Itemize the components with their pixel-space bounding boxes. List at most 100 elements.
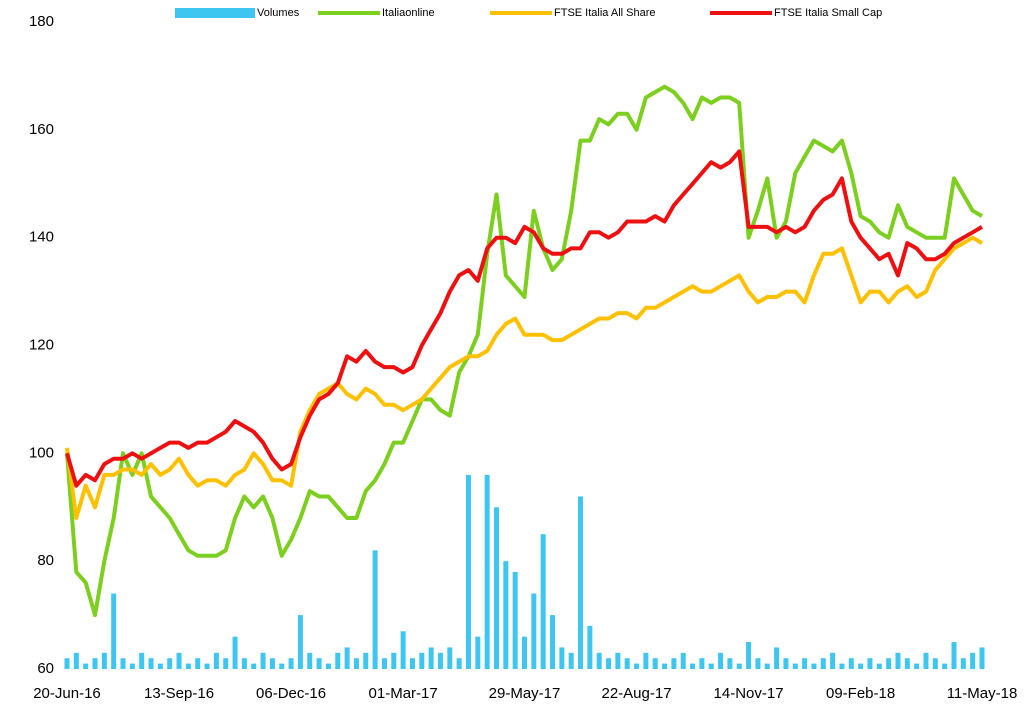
legend-swatch	[175, 8, 255, 18]
volume-bar	[792, 663, 798, 669]
volume-bar	[447, 647, 453, 669]
volume-bar	[830, 652, 836, 669]
volume-bar	[876, 663, 882, 669]
volume-bar	[802, 658, 808, 669]
volume-bar	[559, 647, 565, 669]
y-tick-label: 80	[37, 552, 54, 569]
volume-bar	[428, 647, 434, 669]
volume-bar	[335, 652, 341, 669]
volume-bar	[269, 658, 275, 669]
volume-bar	[297, 615, 303, 669]
x-tick-label: 11-May-18	[947, 685, 1018, 702]
volume-bar	[746, 642, 752, 669]
volume-bar	[895, 652, 901, 669]
volume-bar	[820, 658, 826, 669]
volume-bar	[325, 663, 331, 669]
volume-bar	[839, 663, 845, 669]
volume-bar	[120, 658, 126, 669]
y-tick-label: 120	[29, 336, 54, 353]
volume-bar	[475, 636, 481, 669]
volume-bar	[942, 663, 948, 669]
volume-bar	[932, 658, 938, 669]
volume-bar	[652, 658, 658, 669]
volume-bar	[148, 658, 154, 669]
volume-bar	[223, 658, 229, 669]
volume-bar	[671, 658, 677, 669]
y-tick-label: 180	[29, 13, 54, 30]
volume-bar	[979, 647, 985, 669]
y-tick-label: 140	[29, 229, 54, 246]
volume-bar	[101, 652, 107, 669]
volume-bar	[522, 636, 527, 669]
volume-bar	[662, 663, 668, 669]
volume-bar	[251, 663, 257, 669]
volume-bar	[914, 663, 920, 669]
y-tick-label: 160	[29, 121, 54, 138]
volume-bar	[176, 652, 182, 669]
volume-bar	[624, 658, 630, 669]
volume-bar	[764, 663, 770, 669]
volume-bar	[970, 652, 976, 669]
volume-bar	[344, 647, 350, 669]
volume-bar	[960, 658, 966, 669]
volume-bar	[503, 561, 509, 669]
x-tick-label: 13-Sep-16	[144, 685, 214, 702]
volume-bar	[64, 658, 70, 669]
volume-bar	[129, 663, 135, 669]
volume-bar	[353, 658, 359, 669]
volume-bar	[718, 652, 724, 669]
legend-label: FTSE Italia All Share	[554, 7, 656, 19]
volume-bar	[568, 652, 574, 669]
volume-bar	[437, 652, 443, 669]
volume-bar	[204, 663, 210, 669]
volume-bar	[381, 658, 387, 669]
volume-bar	[419, 652, 425, 669]
volume-bar	[111, 593, 117, 669]
volume-bar	[923, 652, 929, 669]
volume-bar	[185, 663, 191, 669]
volume-bar	[848, 658, 854, 669]
volume-bar	[512, 571, 518, 669]
volume-bar	[363, 652, 369, 669]
volume-bar	[288, 658, 294, 669]
volume-bar	[139, 652, 145, 669]
volume-bar	[867, 658, 873, 669]
legend-label: Italiaonline	[382, 7, 435, 19]
volume-bar	[680, 652, 686, 669]
volume-bar	[241, 658, 247, 669]
y-tick-label: 100	[29, 444, 54, 461]
volume-bar	[195, 658, 201, 669]
volume-bar	[391, 652, 397, 669]
volume-bar	[596, 652, 602, 669]
volume-bar	[690, 663, 696, 669]
volume-bar	[213, 652, 219, 669]
volume-bar	[279, 663, 285, 669]
x-tick-label: 14-Nov-17	[714, 685, 784, 702]
x-tick-label: 22-Aug-17	[602, 685, 672, 702]
volume-bar	[811, 663, 817, 669]
volume-bar	[316, 658, 322, 669]
volume-bar	[783, 658, 789, 669]
series-line	[65, 84, 984, 618]
x-tick-label: 06-Dec-16	[256, 685, 326, 702]
volume-bar	[167, 658, 173, 669]
volume-bar	[232, 636, 238, 669]
volume-bar	[774, 647, 780, 669]
volume-bar	[634, 663, 640, 669]
volume-bar	[699, 658, 705, 669]
volume-bar	[727, 658, 733, 669]
volume-bar	[400, 631, 406, 669]
volume-bar	[531, 593, 537, 669]
volume-bar	[157, 663, 163, 669]
volume-bar	[465, 474, 471, 669]
volume-bar	[307, 652, 313, 669]
volume-bar	[456, 658, 462, 669]
x-tick-label: 20-Jun-16	[33, 685, 101, 702]
volume-bar	[904, 658, 910, 669]
legend-label: FTSE Italia Small Cap	[774, 7, 882, 19]
volume-bar	[886, 658, 892, 669]
x-tick-label: 09-Feb-18	[826, 685, 895, 702]
volume-bar	[73, 652, 79, 669]
volume-bar	[484, 474, 490, 669]
series-line	[65, 149, 984, 488]
